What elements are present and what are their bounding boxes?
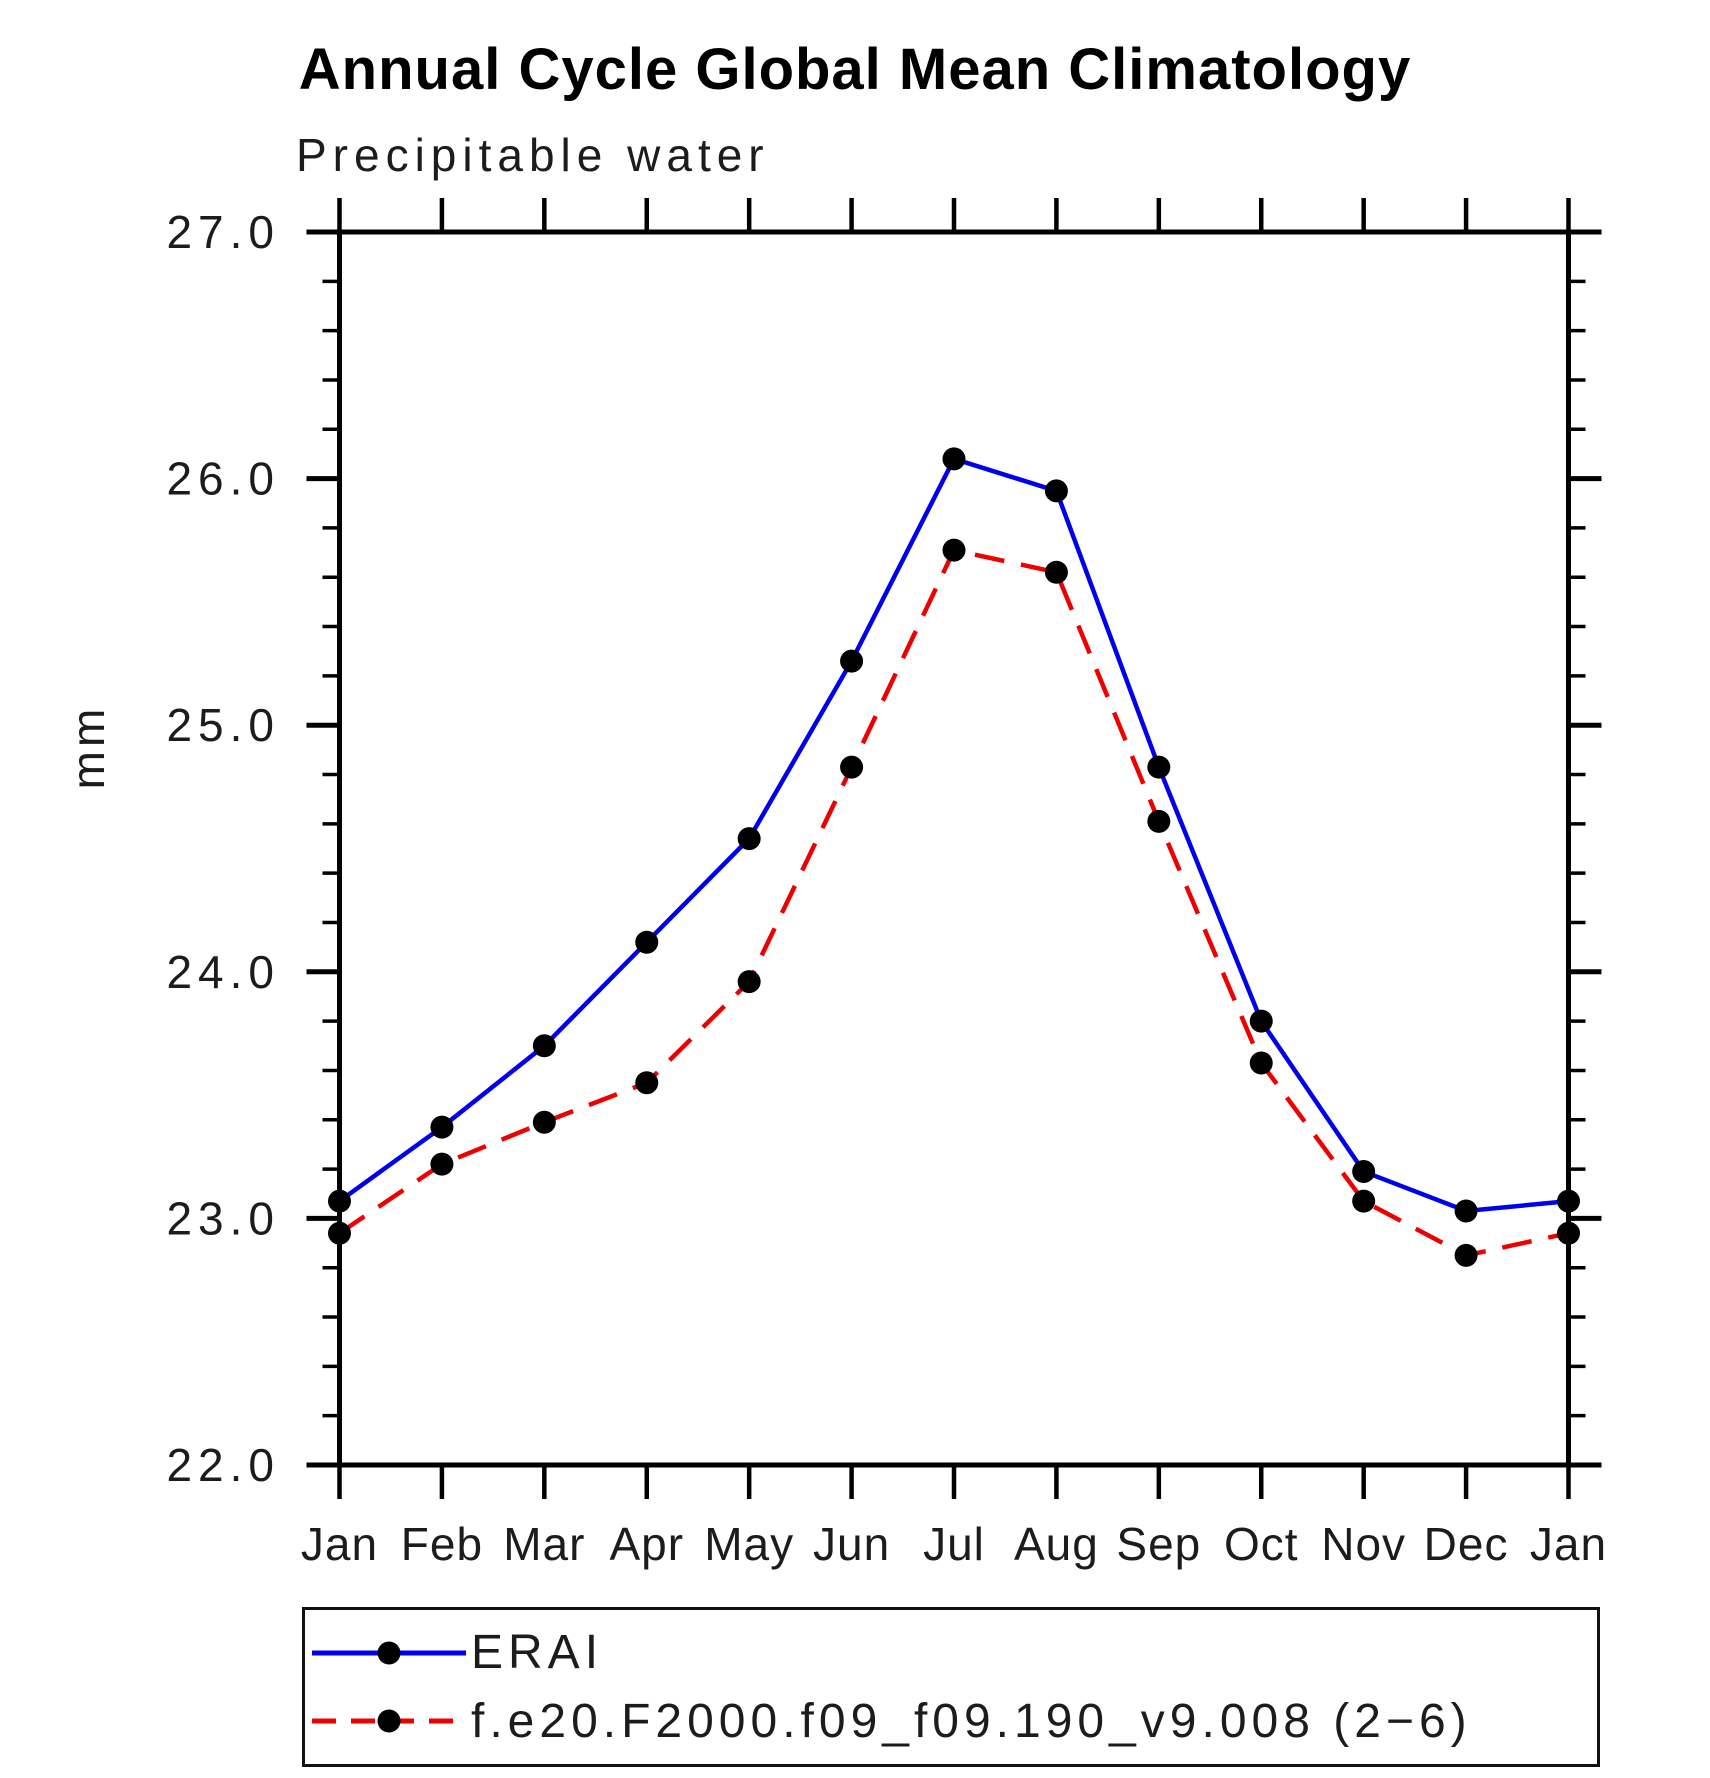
x-tick-label: May [704,1518,794,1570]
legend-marker-icon [377,1709,401,1733]
y-axis-title: mm [62,705,114,790]
data-point-marker [737,827,761,851]
y-tick-label: 25.0 [166,699,280,751]
data-point-marker [1147,809,1171,833]
x-tick-label: Apr [609,1518,684,1570]
data-point-marker [1249,1051,1273,1075]
y-tick-label: 27.0 [166,206,280,258]
data-point-marker [1147,755,1171,779]
y-tick-label: 26.0 [166,453,280,505]
data-point-marker [1557,1221,1580,1245]
data-point-marker [1352,1160,1376,1184]
x-tick-label: Jan [301,1518,378,1570]
x-tick-label: Feb [401,1518,483,1570]
plot-box [337,229,1571,1468]
data-point-marker [1557,1189,1580,1213]
data-point-marker [1044,479,1068,503]
x-tick-label: Dec [1424,1518,1509,1570]
legend-swatch-model [312,1709,466,1733]
legend-item-model: f.e20.F2000.f09_f09.190_v9.008 (2−6) [309,1694,1597,1748]
x-tick-label: Mar [503,1518,585,1570]
data-point-marker [635,930,659,954]
x-tick-label: Sep [1116,1518,1201,1570]
data-point-marker [328,1221,351,1245]
x-tick-label: Aug [1014,1518,1099,1570]
data-point-marker [430,1152,454,1176]
y-tick-label: 24.0 [166,946,280,998]
y-tick-label: 23.0 [166,1192,280,1244]
data-point-marker [942,538,966,562]
data-point-marker [737,970,761,994]
data-point-marker [942,447,966,471]
x-tick-label: Jan [1530,1518,1607,1570]
chart-subtitle: Precipitable water [296,129,770,181]
data-point-marker [840,649,864,673]
data-point-marker [635,1071,659,1095]
x-tick-label: Jul [923,1518,985,1570]
data-point-marker [1454,1199,1478,1223]
x-tick-label: Oct [1224,1518,1299,1570]
series-line-model [338,547,1569,1258]
y-tick-label: 22.0 [166,1439,280,1491]
data-point-marker [1454,1243,1478,1267]
data-point-marker [1044,560,1068,584]
legend-label-model: f.e20.F2000.f09_f09.190_v9.008 (2−6) [471,1694,1472,1748]
legend-marker-icon [377,1641,401,1665]
data-point-marker [532,1110,556,1134]
data-point-marker [1249,1009,1273,1033]
legend: ERAI f.e20.F2000.f09_f09.190_v9.008 (2−6… [302,1607,1600,1767]
data-point-marker [1352,1189,1376,1213]
data-point-marker [430,1115,454,1139]
legend-item-erai: ERAI [309,1626,1597,1680]
data-point-marker [840,755,864,779]
series-line-erai [338,456,1569,1214]
legend-swatch-erai [312,1641,466,1665]
legend-label-erai: ERAI [471,1626,604,1680]
x-tick-label: Nov [1321,1518,1406,1570]
data-point-marker [532,1034,556,1058]
data-point-marker [328,1189,351,1213]
chart-title: Annual Cycle Global Mean Climatology [298,37,1412,102]
x-tick-label: Jun [813,1518,890,1570]
